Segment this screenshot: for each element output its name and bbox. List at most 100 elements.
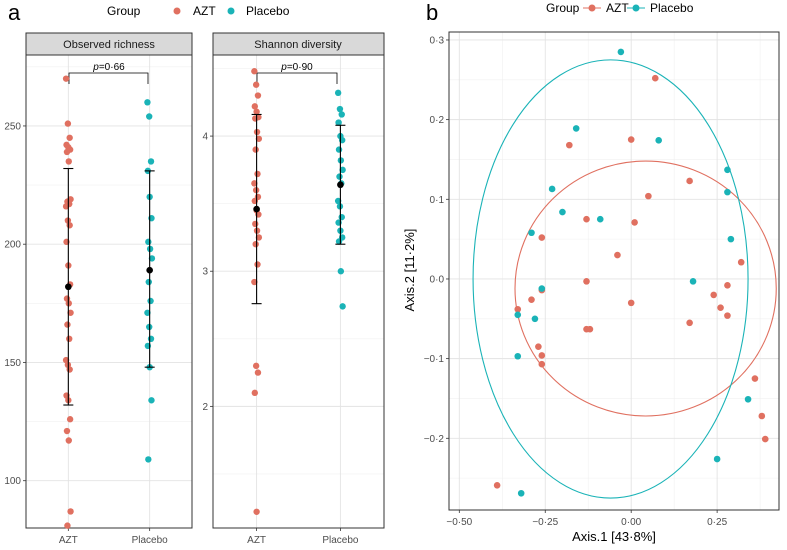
data-point xyxy=(538,234,546,241)
data-point xyxy=(751,375,759,382)
y-ticks: 2 3 4 xyxy=(202,132,213,413)
data-point xyxy=(737,258,745,266)
legend-title: Group xyxy=(546,1,580,15)
mean-point xyxy=(337,181,344,189)
data-point xyxy=(147,158,155,165)
data-point xyxy=(66,134,73,141)
panel-pcoa: −0·2−0·10·00·10·20·3 −0·50 −0·25 0·00 0·25 … xyxy=(402,31,780,544)
y-tick-label: −0·1 xyxy=(424,354,445,365)
x-axis-title: Axis.1 [43·8%] xyxy=(572,529,656,544)
data-point xyxy=(144,99,151,106)
panel-border xyxy=(25,54,193,529)
data-point xyxy=(651,74,659,82)
y-tick-label: 0·0 xyxy=(430,274,445,285)
data-point xyxy=(686,319,693,327)
data-point xyxy=(66,366,73,373)
ellipses xyxy=(472,59,777,499)
y-tick-label: 200 xyxy=(4,240,21,251)
mean-point xyxy=(146,266,153,274)
data-point xyxy=(335,146,343,153)
ellipse-placebo xyxy=(472,59,749,499)
data-point xyxy=(66,416,74,423)
y-tick-label: 0·1 xyxy=(430,195,445,206)
legend-label-azt: AZT xyxy=(193,4,216,18)
data-point xyxy=(335,119,342,126)
data-point xyxy=(713,455,721,463)
data-point xyxy=(64,522,71,529)
data-point xyxy=(617,48,625,56)
pvalue-prefix: p xyxy=(92,62,99,73)
data-point xyxy=(144,309,151,316)
data-point xyxy=(528,296,535,303)
data-point xyxy=(251,389,259,397)
data-point xyxy=(334,89,342,97)
legend-b: Group AZT Placebo xyxy=(546,1,694,15)
y-tick-label: 3 xyxy=(202,267,208,278)
data-point xyxy=(145,238,152,246)
legend-label-placebo: Placebo xyxy=(246,4,290,18)
data-point xyxy=(583,215,590,223)
data-point xyxy=(252,115,259,122)
data-point xyxy=(514,352,522,360)
pvalue-label: p=0·90 xyxy=(280,62,313,73)
y-tick-label: −0·2 xyxy=(424,434,445,445)
data-point xyxy=(255,234,263,241)
data-point xyxy=(627,299,635,307)
data-point xyxy=(252,146,259,153)
x-ticks: AZT Placebo xyxy=(59,528,169,546)
y-axis-title: Axis.2 [11·2%] xyxy=(402,229,417,312)
data-point xyxy=(62,75,70,82)
y-tick-label: 150 xyxy=(4,358,21,369)
data-point xyxy=(538,285,546,292)
data-point xyxy=(559,208,566,216)
data-point xyxy=(583,278,590,285)
x-tick-label: Placebo xyxy=(322,535,359,545)
data-point xyxy=(147,297,154,305)
ellipse-azt xyxy=(514,160,777,417)
data-point xyxy=(64,120,72,127)
y-tick-label: 2 xyxy=(202,402,208,413)
data-point xyxy=(251,278,258,286)
data-point xyxy=(655,137,662,144)
data-point xyxy=(645,192,652,200)
data-point xyxy=(146,113,153,120)
data-point xyxy=(724,166,731,174)
strip-title: Observed richness xyxy=(63,39,155,51)
data-point xyxy=(586,325,594,333)
pvalue-prefix: p xyxy=(280,62,287,73)
data-point xyxy=(251,103,259,110)
x-tick-label: AZT xyxy=(247,535,266,545)
data-point xyxy=(65,437,72,444)
pvalue-text: =0·90 xyxy=(287,62,313,73)
x-ticks: AZT Placebo xyxy=(247,528,359,546)
data-point xyxy=(528,229,535,237)
panel-label-a: a xyxy=(8,0,21,25)
data-point xyxy=(66,335,73,342)
y-tick-label: 100 xyxy=(4,476,21,487)
data-point xyxy=(148,397,155,404)
data-point xyxy=(758,412,766,420)
y-ticks: −0·2 −0·1 0·0 0·1 0·2 0·3 xyxy=(424,35,449,445)
data-point xyxy=(710,291,717,299)
data-point xyxy=(336,173,343,180)
data-point xyxy=(252,241,259,248)
data-point xyxy=(334,197,342,205)
data-point xyxy=(255,135,263,142)
legend-a: Group AZT Placebo xyxy=(107,4,290,18)
panel-border xyxy=(212,54,385,529)
data-point xyxy=(572,125,580,132)
data-point xyxy=(254,92,262,99)
y-tick-label: 250 xyxy=(4,121,21,132)
grid xyxy=(26,55,192,528)
x-ticks: −0·50 −0·25 0·00 0·25 xyxy=(446,510,728,528)
mean-point xyxy=(253,205,260,213)
x-tick-label: −0·50 xyxy=(446,517,472,528)
bracket-line xyxy=(256,72,338,84)
data-point xyxy=(535,343,542,350)
data-point xyxy=(514,311,522,319)
data-point xyxy=(253,508,260,515)
data-point xyxy=(548,185,556,193)
x-tick-label: Placebo xyxy=(132,535,169,545)
data-point xyxy=(689,278,697,285)
